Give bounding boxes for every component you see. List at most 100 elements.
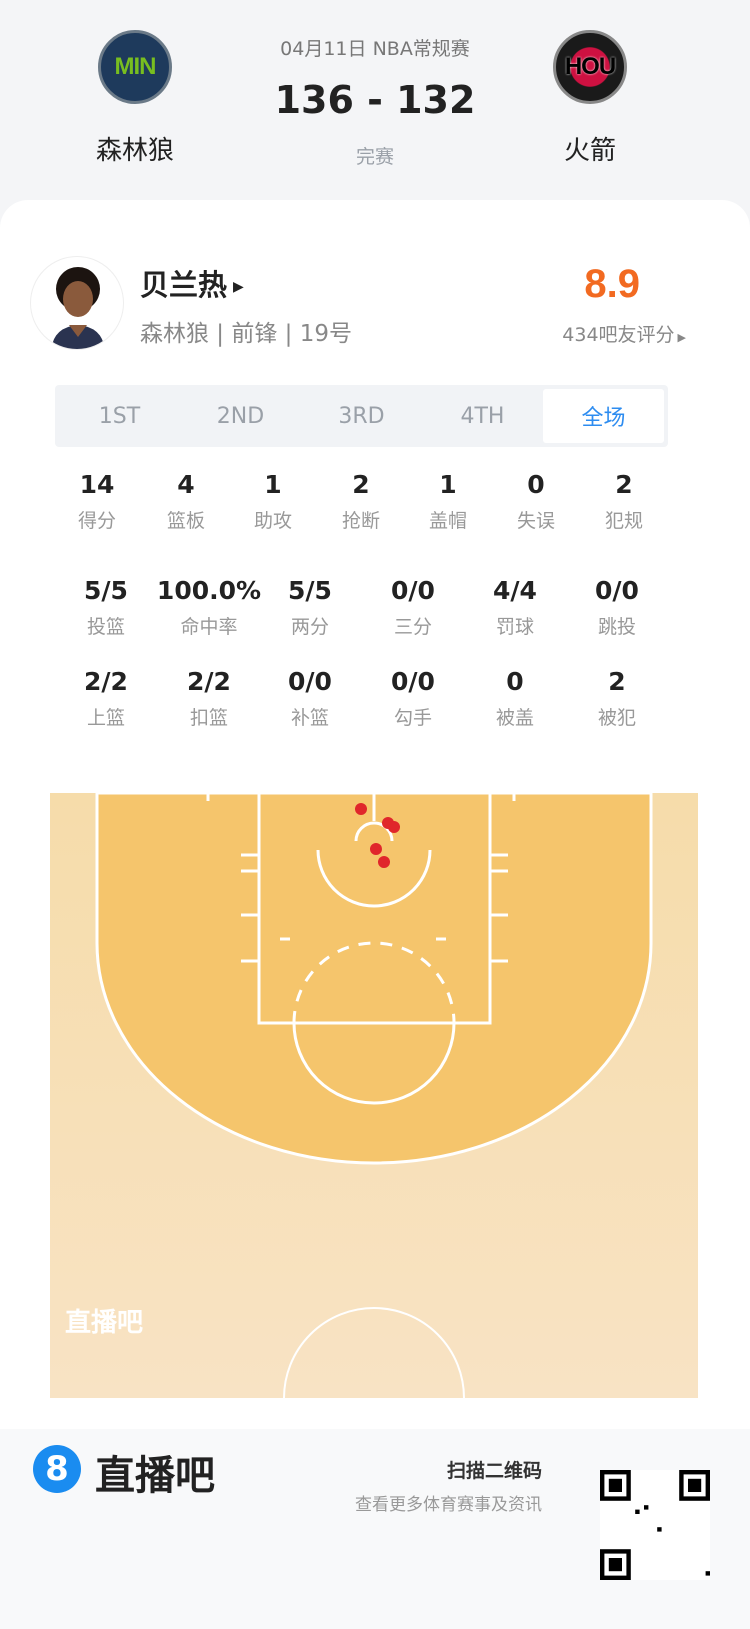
stat-label: 勾手 <box>393 707 432 729</box>
stat-value: 2 <box>615 470 633 499</box>
tab-4th[interactable]: 4TH <box>460 403 505 429</box>
match-score: 136 - 132 <box>274 78 476 122</box>
stat-label: 补篮 <box>290 707 329 729</box>
away-team-name[interactable]: 火箭 <box>563 136 616 166</box>
stat-value: 14 <box>79 470 115 499</box>
made-shot-marker <box>378 856 390 868</box>
stat-label: 被盖 <box>495 707 534 729</box>
stat-label: 助攻 <box>253 510 292 532</box>
stat-item: 4/4 罚球 <box>455 576 575 639</box>
player-rating: 8.9 <box>584 262 640 306</box>
qr-subtitle: 查看更多体育赛事及资讯 <box>355 1495 542 1515</box>
restricted-arc <box>354 821 394 842</box>
stat-item: 2 抢断 <box>301 470 421 533</box>
stat-item: 5/5 两分 <box>250 576 370 639</box>
stat-item: 2/2 上篮 <box>46 667 166 730</box>
stat-label: 犯规 <box>604 510 643 532</box>
stat-value: 5/5 <box>84 576 128 605</box>
hash-marks <box>206 793 516 963</box>
stat-item: 5/5 投篮 <box>46 576 166 639</box>
stat-value: 4 <box>177 470 195 499</box>
stat-label: 两分 <box>290 616 329 638</box>
stat-label: 三分 <box>393 616 432 638</box>
stat-item: 14 得分 <box>37 470 157 533</box>
shot-chart: 直播吧 <box>50 793 698 1398</box>
brand-logo-icon: 8 <box>33 1445 81 1493</box>
player-name: 贝兰热 <box>140 268 228 302</box>
hou-team-logo[interactable]: HOU <box>553 30 627 104</box>
stat-item: 0/0 勾手 <box>353 667 473 730</box>
tab-3rd[interactable]: 3RD <box>338 403 385 429</box>
qr-code[interactable] <box>600 1470 710 1580</box>
home-team-name[interactable]: 森林狼 <box>95 136 174 166</box>
stat-label: 跳投 <box>597 616 636 638</box>
stat-value: 2/2 <box>187 667 231 696</box>
stat-item: 2/2 扣篮 <box>149 667 269 730</box>
tab-full-game[interactable]: 全场 <box>543 389 664 443</box>
stat-value: 2 <box>352 470 370 499</box>
stat-label: 命中率 <box>180 616 238 638</box>
basket-arc <box>316 849 432 908</box>
stat-value: 100.0% <box>156 576 262 605</box>
period-tabs: 1ST 2ND 3RD 4TH 全场 <box>55 385 668 447</box>
stat-label: 上篮 <box>86 707 125 729</box>
stat-item: 2 犯规 <box>564 470 684 533</box>
stat-label: 抢断 <box>341 510 380 532</box>
stat-value: 0/0 <box>391 576 435 605</box>
stat-item: 1 助攻 <box>213 470 333 533</box>
stat-value: 0/0 <box>595 576 639 605</box>
stat-value: 0 <box>506 667 524 696</box>
made-shot-marker <box>355 803 367 815</box>
stat-label: 篮板 <box>166 510 205 532</box>
tab-1st[interactable]: 1ST <box>98 403 141 429</box>
player-photo-icon <box>51 267 105 349</box>
stat-value: 0/0 <box>391 667 435 696</box>
match-date-type: 04月11日 NBA常规赛 <box>280 38 470 60</box>
stat-value: 0 <box>527 470 545 499</box>
stat-item: 1 盖帽 <box>388 470 508 533</box>
logo-text: HOU <box>564 53 616 80</box>
logo-text: MIN <box>114 53 157 80</box>
rating-count: 434吧友评分 <box>562 324 675 346</box>
stat-label: 被犯 <box>597 707 636 729</box>
stat-value: 2 <box>608 667 626 696</box>
free-throw-circle-lower <box>292 1022 456 1105</box>
center-circle <box>283 1307 465 1398</box>
stat-label: 扣篮 <box>189 707 228 729</box>
stat-value: 2/2 <box>84 667 128 696</box>
stat-item: 4 篮板 <box>126 470 246 533</box>
stat-value: 1 <box>264 470 282 499</box>
stat-item: 0/0 三分 <box>353 576 473 639</box>
stat-item: 100.0% 命中率 <box>149 576 269 639</box>
match-status: 完赛 <box>355 146 394 168</box>
made-shot-marker <box>370 843 382 855</box>
stat-label: 投篮 <box>86 616 125 638</box>
stat-value: 4/4 <box>493 576 537 605</box>
caret-right-icon: ▶ <box>233 279 244 295</box>
made-shot-marker <box>388 821 400 833</box>
stat-value: 1 <box>439 470 457 499</box>
paint-lane <box>257 793 492 1025</box>
stat-value: 0/0 <box>288 667 332 696</box>
stat-item: 0 失误 <box>476 470 596 533</box>
stat-item: 0/0 跳投 <box>557 576 677 639</box>
stat-item: 0/0 补篮 <box>250 667 370 730</box>
brand-name: 直播吧 <box>95 1453 215 1499</box>
player-info: 森林狼 | 前锋 | 19号 <box>140 321 353 347</box>
player-avatar[interactable] <box>30 256 124 350</box>
watermark: 直播吧 <box>65 1308 143 1338</box>
stat-label: 盖帽 <box>428 510 467 532</box>
tab-2nd[interactable]: 2ND <box>216 403 265 429</box>
stat-label: 得分 <box>77 510 116 532</box>
stat-label: 罚球 <box>495 616 534 638</box>
stat-value: 5/5 <box>288 576 332 605</box>
min-team-logo[interactable]: MIN <box>98 30 172 104</box>
rating-count-link[interactable]: 434吧友评分 ▶ <box>562 320 686 347</box>
three-point-line <box>95 793 653 1165</box>
stat-item: 0 被盖 <box>455 667 575 730</box>
caret-right-icon: ▶ <box>677 331 686 344</box>
player-name-link[interactable]: 贝兰热 ▶ <box>140 262 244 304</box>
stat-item: 2 被犯 <box>557 667 677 730</box>
stat-label: 失误 <box>516 510 555 532</box>
qr-title: 扫描二维码 <box>446 1460 542 1482</box>
